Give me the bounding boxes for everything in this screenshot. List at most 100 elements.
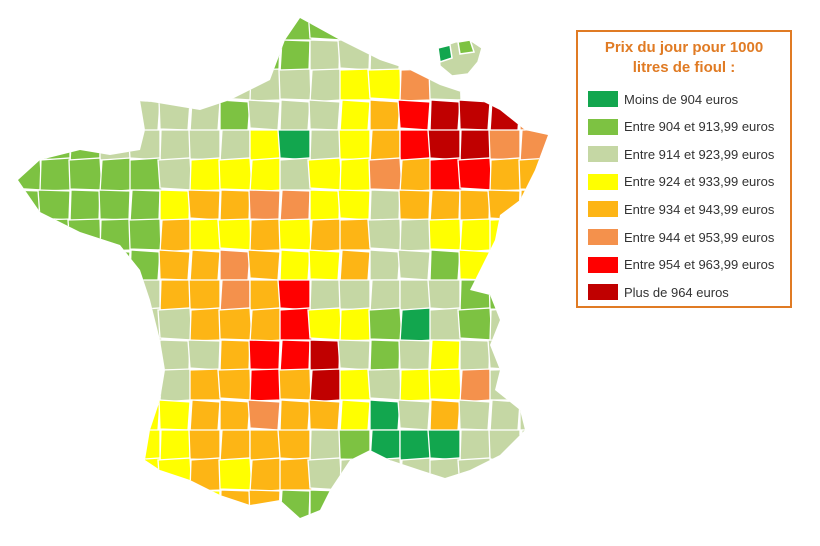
department — [429, 249, 461, 282]
department — [489, 307, 523, 342]
department — [18, 129, 41, 162]
department — [18, 279, 41, 312]
department — [427, 129, 461, 161]
department — [18, 457, 43, 491]
department — [69, 249, 101, 281]
department — [309, 39, 341, 71]
legend-label: Entre 914 et 923,99 euros — [624, 146, 775, 162]
department — [68, 519, 101, 546]
department — [519, 279, 548, 313]
legend-title: Prix du jour pour 1000 litres de fioul : — [604, 39, 764, 76]
department — [398, 489, 431, 518]
department — [399, 129, 431, 161]
department — [400, 519, 431, 546]
department — [339, 18, 373, 42]
department — [219, 399, 251, 431]
department — [189, 99, 221, 133]
department — [277, 129, 311, 161]
department — [369, 99, 401, 131]
department — [159, 489, 191, 518]
department — [279, 399, 311, 432]
department — [219, 249, 251, 281]
department — [369, 129, 401, 163]
department — [249, 307, 283, 343]
department — [129, 157, 163, 191]
department — [279, 18, 313, 41]
department — [39, 399, 71, 433]
department — [279, 339, 311, 373]
department — [429, 157, 463, 191]
legend-item: Entre 904 et 913,99 euros — [588, 118, 774, 136]
department — [368, 519, 401, 546]
department — [278, 368, 312, 401]
department — [518, 457, 548, 491]
department — [128, 368, 162, 401]
department — [249, 18, 283, 43]
department — [129, 339, 161, 373]
department — [218, 457, 253, 491]
department — [97, 399, 131, 431]
department — [158, 249, 191, 281]
department — [429, 99, 461, 132]
department — [369, 399, 401, 431]
department — [69, 189, 101, 222]
department — [309, 68, 342, 103]
department — [189, 457, 223, 492]
department — [307, 18, 343, 41]
department — [369, 279, 401, 313]
department — [157, 307, 193, 341]
department — [247, 399, 281, 431]
department — [18, 189, 41, 221]
legend-swatch — [588, 146, 618, 163]
department — [337, 189, 371, 221]
department — [337, 39, 371, 71]
department — [339, 368, 372, 401]
department — [127, 279, 161, 311]
department — [369, 189, 401, 222]
department — [10, 519, 41, 546]
legend-item: Moins de 904 euros — [588, 90, 738, 108]
department — [69, 429, 101, 463]
department — [187, 339, 221, 371]
department — [458, 99, 491, 131]
department — [339, 249, 371, 283]
department — [159, 279, 191, 312]
department — [218, 157, 253, 191]
department — [68, 307, 103, 341]
department — [427, 279, 461, 311]
department — [399, 218, 432, 252]
department — [459, 489, 491, 518]
department — [219, 279, 251, 313]
department — [457, 157, 493, 191]
department — [277, 279, 311, 311]
department — [129, 519, 161, 546]
department — [399, 157, 433, 193]
department — [39, 368, 72, 401]
department — [157, 457, 193, 491]
department — [429, 189, 461, 223]
department — [39, 218, 72, 251]
department — [18, 307, 43, 341]
department — [369, 429, 401, 463]
department — [99, 157, 133, 193]
department — [398, 339, 431, 371]
department — [458, 399, 491, 431]
department — [39, 307, 73, 342]
department — [488, 129, 521, 161]
department — [519, 489, 548, 518]
legend-swatch — [588, 201, 618, 218]
department — [278, 218, 312, 251]
department — [519, 249, 548, 281]
department — [188, 279, 221, 311]
department — [99, 218, 132, 252]
department — [248, 489, 281, 518]
department — [190, 519, 221, 546]
department — [40, 519, 71, 546]
department — [309, 368, 342, 403]
department — [489, 368, 522, 401]
department — [99, 129, 131, 161]
department — [249, 218, 282, 252]
legend-item: Entre 944 et 953,99 euros — [588, 228, 774, 246]
department — [159, 368, 192, 403]
